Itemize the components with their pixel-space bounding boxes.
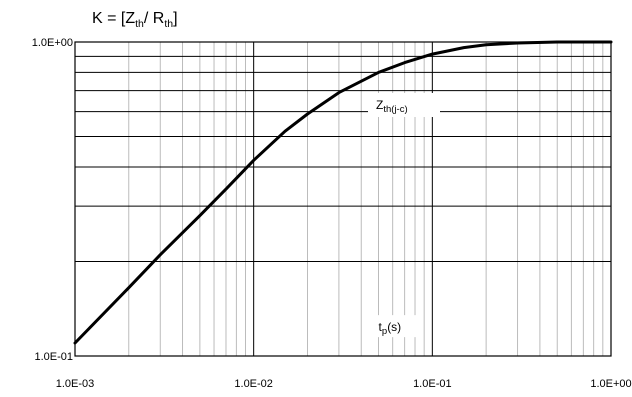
x-unit-label: tp(s) <box>374 315 417 338</box>
x-axis-ticks: 1.0E-03 1.0E-02 1.0E-01 1.0E+00 <box>56 378 632 390</box>
x-tick-label: 1.0E-03 <box>56 378 95 390</box>
x-unit-label-text: tp(s) <box>379 320 402 337</box>
y-axis-ticks: 1.0E-01 1.0E+00 <box>32 37 73 363</box>
x-tick-label: 1.0E+00 <box>590 378 631 390</box>
plot-frame <box>74 41 612 357</box>
y-tick-label: 1.0E+00 <box>32 37 73 49</box>
x-tick-label: 1.0E-02 <box>234 378 273 390</box>
x-tick-label: 1.0E-01 <box>413 378 452 390</box>
series-label-text: Zth(j-c) <box>376 98 408 115</box>
series-label: Zth(j-c) <box>368 93 440 117</box>
y-tick-label: 1.0E-01 <box>34 351 73 363</box>
zth-curve <box>73 40 613 345</box>
chart-title: K = [Zth/ Rth] <box>92 10 178 30</box>
series-label-background <box>368 93 440 117</box>
x-unit-label-background <box>374 315 417 338</box>
